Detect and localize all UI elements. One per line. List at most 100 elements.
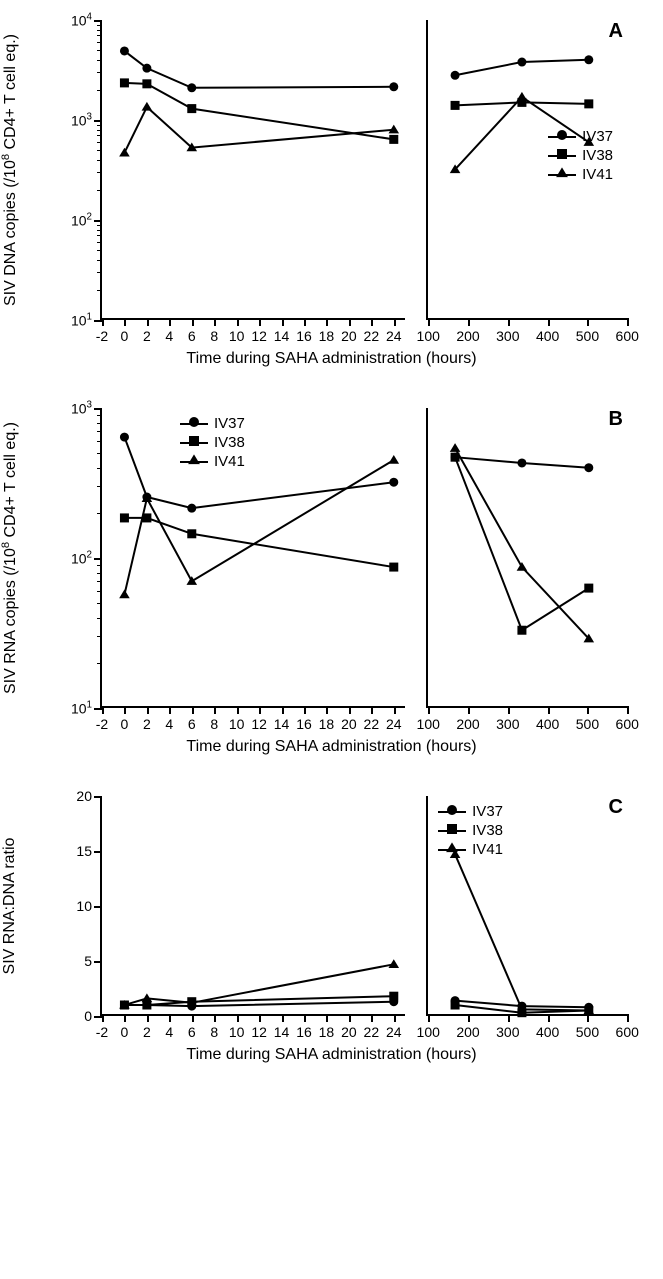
x-tick-label: 300 xyxy=(496,318,519,344)
legend-item: IV38 xyxy=(548,147,613,164)
chart-panel-c: CSIV RNA:DNA ratio05101520-2024681012141… xyxy=(20,796,643,1064)
triangle-icon xyxy=(142,993,153,1002)
legend-item: IV41 xyxy=(180,453,245,470)
circle-icon xyxy=(389,478,398,487)
y-axis-label: SIV RNA:DNA ratio xyxy=(1,838,19,975)
x-tick-label: 12 xyxy=(251,1014,267,1040)
x-tick-label: 6 xyxy=(188,706,196,732)
x-tick-label: 18 xyxy=(319,1014,335,1040)
x-tick-label: 12 xyxy=(251,318,267,344)
plot-area: 101102103104-202468101214161820222410020… xyxy=(100,20,623,320)
legend-label: IV37 xyxy=(214,415,245,432)
series-line xyxy=(124,518,393,567)
x-tick-label: 16 xyxy=(296,706,312,732)
triangle-icon xyxy=(388,455,399,464)
x-tick-label: 500 xyxy=(576,706,599,732)
chart-subplot-left: 05101520-2024681012141618202224 xyxy=(100,796,405,1016)
series-line xyxy=(124,107,393,153)
x-tick-label: 24 xyxy=(386,706,402,732)
y-tick-label: 5 xyxy=(84,953,102,969)
square-icon xyxy=(451,101,460,110)
y-tick-label: 104 xyxy=(71,12,102,29)
circle-icon xyxy=(518,458,527,467)
square-icon xyxy=(389,135,398,144)
x-tick-label: 600 xyxy=(616,706,639,732)
x-axis-label: Time during SAHA administration (hours) xyxy=(20,738,643,756)
x-tick-label: 4 xyxy=(165,1014,173,1040)
triangle-icon xyxy=(445,841,459,859)
legend-label: IV38 xyxy=(582,147,613,164)
circle-icon xyxy=(445,803,459,821)
legend-line xyxy=(438,830,466,832)
x-tick-label: 10 xyxy=(229,1014,245,1040)
x-tick-label: 18 xyxy=(319,706,335,732)
x-tick-label: -2 xyxy=(96,318,108,344)
x-tick-label: 10 xyxy=(229,318,245,344)
x-tick-label: 600 xyxy=(616,318,639,344)
x-tick-label: 200 xyxy=(456,1014,479,1040)
x-tick-label: 300 xyxy=(496,1014,519,1040)
chart-legend: IV37 IV38 IV41 xyxy=(180,413,245,472)
x-tick-label: 14 xyxy=(274,318,290,344)
x-tick-label: 12 xyxy=(251,706,267,732)
chart-legend: IV37 IV38 IV41 xyxy=(438,801,503,860)
y-tick-label: 20 xyxy=(76,788,102,804)
x-tick-label: 400 xyxy=(536,318,559,344)
square-icon xyxy=(120,513,129,522)
y-tick-label: 103 xyxy=(71,112,102,129)
chart-panel-b: BSIV RNA copies (/108 CD4+ T cell eq.)10… xyxy=(20,408,643,756)
x-tick-label: 4 xyxy=(165,318,173,344)
series-line xyxy=(455,448,589,638)
y-tick-label: 102 xyxy=(71,550,102,567)
square-icon xyxy=(389,563,398,572)
x-tick-label: 8 xyxy=(210,706,218,732)
triangle-icon xyxy=(517,562,528,571)
series-svg xyxy=(102,408,405,706)
square-icon xyxy=(451,1001,460,1010)
square-icon xyxy=(518,626,527,635)
legend-item: IV38 xyxy=(438,822,503,839)
series-svg xyxy=(102,20,405,318)
x-tick-label: 2 xyxy=(143,1014,151,1040)
x-tick-label: 0 xyxy=(121,706,129,732)
series-line xyxy=(455,854,589,1010)
legend-item: IV41 xyxy=(438,841,503,858)
y-tick-label: 102 xyxy=(71,212,102,229)
triangle-icon xyxy=(186,576,197,585)
series-line xyxy=(124,51,393,88)
square-icon xyxy=(120,78,129,87)
plot-area: 101102103-202468101214161820222410020030… xyxy=(100,408,623,708)
square-icon xyxy=(142,79,151,88)
legend-label: IV41 xyxy=(472,841,503,858)
x-tick-label: 500 xyxy=(576,318,599,344)
legend-item: IV37 xyxy=(438,803,503,820)
x-tick-label: 2 xyxy=(143,318,151,344)
x-tick-label: 16 xyxy=(296,1014,312,1040)
series-line xyxy=(124,437,393,508)
triangle-icon xyxy=(388,959,399,968)
square-icon xyxy=(187,529,196,538)
plot-area: 05101520-2024681012141618202224100200300… xyxy=(100,796,623,1016)
legend-item: IV38 xyxy=(180,434,245,451)
chart-legend: IV37IV38IV41 xyxy=(548,126,613,185)
y-tick-label: 103 xyxy=(71,400,102,417)
x-tick-label: -2 xyxy=(96,1014,108,1040)
x-tick-label: 300 xyxy=(496,706,519,732)
legend-line xyxy=(180,423,208,425)
chart-subplot-right: 100200300400500600 xyxy=(426,408,627,708)
triangle-icon xyxy=(119,148,130,157)
triangle-icon xyxy=(555,166,569,184)
triangle-icon xyxy=(187,453,201,471)
circle-icon xyxy=(518,58,527,67)
series-line xyxy=(124,83,393,139)
x-tick-label: 10 xyxy=(229,706,245,732)
chart-panel-a: ASIV DNA copies (/108 CD4+ T cell eq.)10… xyxy=(20,20,643,368)
chart-subplot-left: 101102103-2024681012141618202224 xyxy=(100,408,405,708)
x-axis-label: Time during SAHA administration (hours) xyxy=(20,350,643,368)
legend-label: IV37 xyxy=(582,128,613,145)
circle-icon xyxy=(555,128,569,146)
x-tick-label: 500 xyxy=(576,1014,599,1040)
square-icon xyxy=(585,584,594,593)
x-tick-label: 100 xyxy=(417,706,440,732)
x-axis-label: Time during SAHA administration (hours) xyxy=(20,1046,643,1064)
